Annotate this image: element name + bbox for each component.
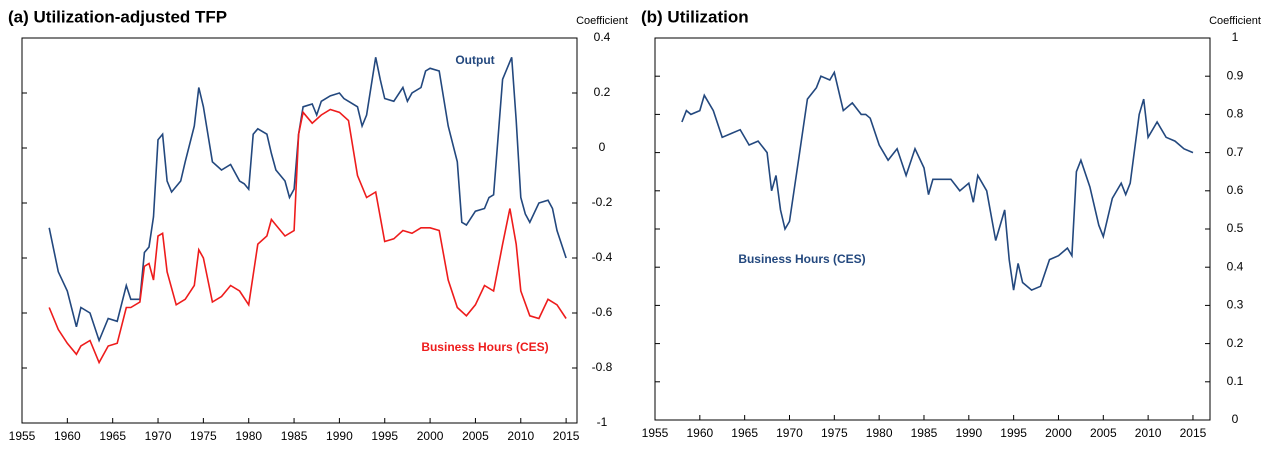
y-tick-label: -0.8 — [592, 360, 613, 374]
x-tick-label: 1955 — [642, 426, 669, 440]
x-tick-label: 1955 — [9, 429, 36, 443]
y-tick-label: -0.2 — [592, 195, 613, 209]
x-tick-label: 1990 — [326, 429, 353, 443]
y-tick-label: 0.5 — [1227, 221, 1244, 235]
plot-frame — [654, 37, 1211, 421]
y-tick-label: 0.2 — [594, 85, 611, 99]
x-tick-label: 1970 — [776, 426, 803, 440]
series-line — [48, 108, 567, 365]
series-label: Business Hours (CES) — [738, 252, 865, 266]
y-tick-label: 0.3 — [1227, 298, 1244, 312]
x-tick-label: 1970 — [145, 429, 172, 443]
x-tick-label: 1985 — [911, 426, 938, 440]
x-tick-label: 1960 — [54, 429, 81, 443]
series-label: Output — [455, 53, 494, 67]
x-tick-label: 2015 — [1180, 426, 1207, 440]
y-tick-label: 0.2 — [1227, 336, 1244, 350]
y-tick-label: 0.4 — [1227, 259, 1244, 273]
x-tick-label: 2005 — [1090, 426, 1117, 440]
x-tick-label: 1985 — [281, 429, 308, 443]
x-tick-label: 1980 — [235, 429, 262, 443]
y-tick-label: 0.7 — [1227, 145, 1244, 159]
y-axis-label: Coefficient — [1209, 15, 1261, 27]
y-tick-label: -0.4 — [592, 250, 613, 264]
y-tick-label: 0.4 — [594, 30, 611, 44]
x-tick-label: 2000 — [417, 429, 444, 443]
x-tick-label: 1965 — [99, 429, 126, 443]
y-tick-label: 0.1 — [1227, 374, 1244, 388]
y-axis-label: Coefficient — [576, 15, 628, 27]
y-tick-label: 0 — [599, 140, 606, 154]
y-tick-label: 0 — [1232, 412, 1239, 426]
x-tick-label: 1975 — [190, 429, 217, 443]
x-tick-label: 2015 — [553, 429, 580, 443]
x-tick-label: 1975 — [821, 426, 848, 440]
x-tick-label: 2005 — [462, 429, 489, 443]
y-tick-label: 0.6 — [1227, 183, 1244, 197]
chart-title: (b) Utilization — [641, 7, 749, 26]
plot-frame — [21, 37, 578, 424]
y-tick-label: 0.8 — [1227, 107, 1244, 121]
y-tick-label: 0.9 — [1227, 68, 1244, 82]
x-tick-label: 1995 — [1000, 426, 1027, 440]
x-tick-label: 1990 — [955, 426, 982, 440]
y-tick-label: -1 — [597, 415, 608, 429]
y-tick-label: -0.6 — [592, 305, 613, 319]
series-label: Business Hours (CES) — [421, 340, 548, 354]
chart-title: (a) Utilization-adjusted TFP — [8, 7, 227, 26]
x-tick-label: 1995 — [371, 429, 398, 443]
series-line — [48, 56, 567, 343]
x-tick-label: 1960 — [686, 426, 713, 440]
x-tick-label: 2010 — [1135, 426, 1162, 440]
y-tick-label: 1 — [1232, 30, 1239, 44]
x-tick-label: 2010 — [507, 429, 534, 443]
x-tick-label: 2000 — [1045, 426, 1072, 440]
x-tick-label: 1965 — [731, 426, 758, 440]
x-tick-label: 1980 — [866, 426, 893, 440]
series-line — [681, 70, 1194, 292]
